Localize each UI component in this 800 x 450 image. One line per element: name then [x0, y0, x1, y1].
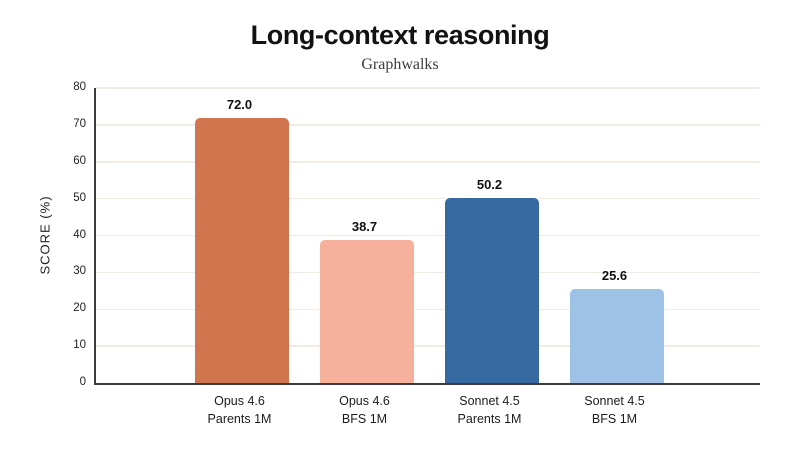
bar — [444, 197, 539, 383]
plot-area — [94, 87, 760, 385]
bar-value-label: 50.2 — [476, 176, 503, 192]
gridline — [96, 161, 760, 163]
x-tick-label: Sonnet 4.5 BFS 1M — [540, 392, 690, 428]
y-tick-label: 30 — [73, 265, 86, 278]
chart-title: Long-context reasoning — [250, 20, 550, 50]
y-tick-label: 70 — [73, 117, 86, 130]
gridline — [96, 308, 760, 310]
x-tick-label-line: Parents 1M — [457, 412, 522, 426]
y-tick-label: 20 — [73, 302, 86, 315]
gridline — [96, 345, 760, 347]
y-tick-label: 50 — [73, 191, 86, 204]
bar — [319, 240, 414, 383]
gridline — [96, 87, 760, 89]
y-tick-label: 10 — [73, 339, 86, 352]
x-tick-label-line: Opus 4.6 — [339, 394, 390, 408]
x-tick-label: Opus 4.6 Parents 1M — [165, 392, 315, 428]
gridline — [96, 271, 760, 274]
bar — [194, 117, 289, 383]
x-tick-label-line: Parents 1M — [207, 412, 272, 426]
y-tick-label: 80 — [73, 81, 86, 93]
y-tick-label: 40 — [73, 228, 86, 241]
x-tick-label: Sonnet 4.5 Parents 1M — [415, 392, 565, 428]
bar-value-label: 72.0 — [226, 96, 253, 112]
bar-value-label: 38.7 — [351, 219, 378, 235]
y-tick-label: 60 — [73, 154, 86, 167]
x-tick-label-line: Opus 4.6 — [214, 394, 265, 408]
gridline — [96, 124, 760, 126]
gridline — [96, 234, 760, 237]
y-tick-label: 0 — [79, 376, 86, 388]
gridline — [96, 197, 760, 200]
bar-value-label: 25.6 — [601, 267, 628, 283]
x-tick-label-line: BFS 1M — [341, 412, 388, 426]
bar — [569, 288, 664, 383]
x-tick-label-line: Sonnet 4.5 — [584, 394, 645, 408]
x-tick-label: Opus 4.6 BFS 1M — [290, 392, 440, 428]
x-tick-label-line: Sonnet 4.5 — [459, 394, 520, 408]
chart-subtitle: Graphwalks — [361, 56, 439, 73]
x-tick-label-line: BFS 1M — [591, 412, 638, 426]
